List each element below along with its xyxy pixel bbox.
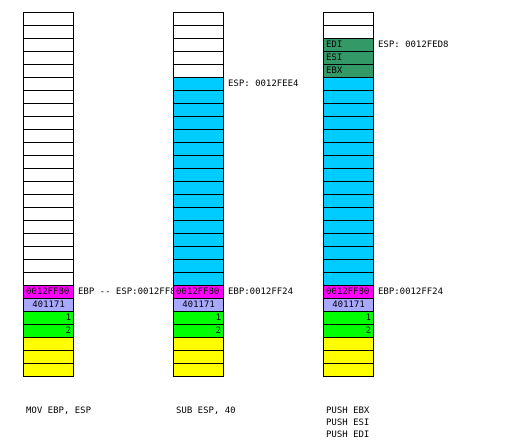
stack-cell-empty — [23, 64, 74, 78]
stack-cell-local — [173, 233, 224, 247]
stack-cell-local — [173, 194, 224, 208]
stack-cell-local — [173, 77, 224, 91]
stack-cell-local — [323, 129, 374, 143]
instruction-caption: SUB ESP, 40 — [176, 406, 236, 416]
stack-cell-local — [173, 142, 224, 156]
stack-cell-empty — [173, 38, 224, 52]
stack-cell-saved: EBX — [323, 64, 374, 78]
stack-cell-local — [173, 246, 224, 260]
stack-column-1: 0012FF80 401171 1 2 — [23, 12, 74, 377]
stack-cell-ret: 401171 — [173, 298, 224, 312]
stack-cell-ebp: 0012FF80 — [323, 285, 374, 299]
stack-cell-local — [323, 220, 374, 234]
stack-cell-empty — [23, 129, 74, 143]
stack-cell-local — [323, 103, 374, 117]
stack-cell-local — [323, 272, 374, 286]
stack-cell-empty — [23, 220, 74, 234]
stack-cell-empty — [23, 90, 74, 104]
stack-cell-local — [173, 129, 224, 143]
stack-cell-local — [173, 103, 224, 117]
stack-cell-local — [173, 155, 224, 169]
stack-cell-local — [323, 246, 374, 260]
stack-cell-arg: 2 — [23, 324, 74, 338]
stack-cell-arg: 1 — [323, 311, 374, 325]
stack-column-2: 0012FF80 401171 1 2 — [173, 12, 224, 377]
stack-cell-local — [323, 194, 374, 208]
stack-cell-local — [173, 259, 224, 273]
register-annotation: EBP -- ESP:0012FF80 — [78, 287, 173, 297]
stack-cell-local — [323, 233, 374, 247]
stack-cell-empty — [23, 168, 74, 182]
instruction-caption: MOV EBP, ESP — [26, 406, 92, 416]
stack-cell-empty — [23, 272, 74, 286]
register-annotation: EBP:0012FF24 — [228, 287, 294, 297]
stack-cell-empty — [173, 12, 224, 26]
stack-cell-empty — [23, 51, 74, 65]
stack-cell-caller — [23, 337, 74, 351]
stack-cell-ebp: 0012FF80 — [173, 285, 224, 299]
stack-cell-local — [323, 142, 374, 156]
register-annotation: ESP: 0012FED8 — [378, 40, 449, 50]
stack-cell-caller — [23, 350, 74, 364]
instruction-caption: PUSH EBX PUSH ESI PUSH EDI — [326, 406, 370, 440]
stack-cell-empty — [173, 64, 224, 78]
stack-cell-local — [173, 181, 224, 195]
stack-cell-caller — [323, 337, 374, 351]
stack-cell-empty — [173, 25, 224, 39]
stack-cell-caller — [173, 337, 224, 351]
stack-cell-empty — [23, 103, 74, 117]
stack-cell-empty — [23, 207, 74, 221]
stack-cell-local — [323, 116, 374, 130]
stack-cell-local — [323, 207, 374, 221]
stack-cell-ret: 401171 — [323, 298, 374, 312]
stack-cell-local — [173, 272, 224, 286]
stack-cell-caller — [323, 350, 374, 364]
stack-cell-empty — [23, 38, 74, 52]
stack-cell-local — [173, 90, 224, 104]
register-annotation: ESP: 0012FEE4 — [228, 79, 299, 89]
stack-cell-empty — [173, 51, 224, 65]
stack-cell-caller — [173, 363, 224, 377]
stack-cell-local — [323, 259, 374, 273]
stack-cell-local — [173, 116, 224, 130]
stack-cell-empty — [23, 181, 74, 195]
stack-cell-empty — [23, 259, 74, 273]
stack-cell-empty — [323, 12, 374, 26]
stack-cell-ret: 401171 — [23, 298, 74, 312]
stack-cell-arg: 1 — [173, 311, 224, 325]
stack-column-3: EDI ESI EBX 0012FF80 401171 1 2 — [323, 12, 374, 377]
stack-cell-caller — [323, 363, 374, 377]
stack-cell-local — [323, 77, 374, 91]
stack-cell-caller — [23, 363, 74, 377]
stack-cell-empty — [23, 233, 74, 247]
stack-cell-empty — [23, 155, 74, 169]
register-annotation: EBP:0012FF24 — [378, 287, 444, 297]
stack-cell-empty — [323, 25, 374, 39]
stack-cell-local — [173, 168, 224, 182]
stack-cell-saved: ESI — [323, 51, 374, 65]
stack-cell-arg: 2 — [173, 324, 224, 338]
stack-cell-empty — [23, 25, 74, 39]
stack-cell-ebp: 0012FF80 — [23, 285, 74, 299]
stack-cell-empty — [23, 116, 74, 130]
stack-cell-empty — [23, 12, 74, 26]
stack-cell-arg: 2 — [323, 324, 374, 338]
stack-cell-saved: EDI — [323, 38, 374, 52]
stack-cell-empty — [23, 194, 74, 208]
stack-cell-empty — [23, 142, 74, 156]
stack-cell-empty — [23, 77, 74, 91]
stack-cell-local — [323, 181, 374, 195]
stack-cell-caller — [173, 350, 224, 364]
stack-cell-local — [173, 207, 224, 221]
stack-cell-local — [323, 155, 374, 169]
stack-cell-local — [323, 168, 374, 182]
stack-cell-local — [323, 90, 374, 104]
stack-cell-local — [173, 220, 224, 234]
stack-cell-empty — [23, 246, 74, 260]
stack-cell-arg: 1 — [23, 311, 74, 325]
